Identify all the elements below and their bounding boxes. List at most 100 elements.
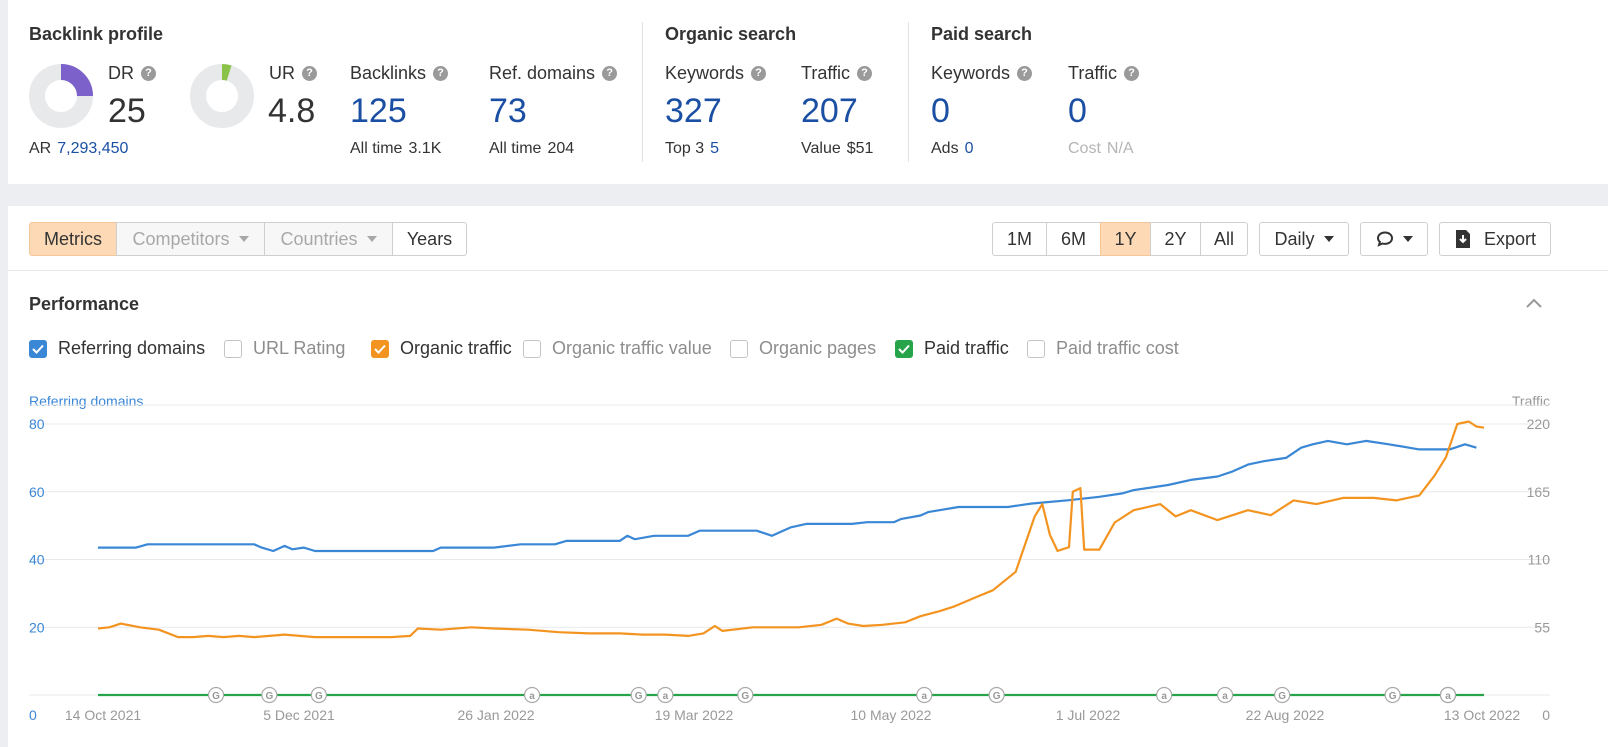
backlinks-value-link[interactable]: 125 [350,92,407,130]
checkbox-empty-icon[interactable] [1027,339,1045,358]
svg-text:a: a [1161,691,1167,702]
checkbox-empty-icon[interactable] [730,339,748,358]
google-update-marker[interactable]: G [261,686,278,704]
x-tick-label: 1 Jul 2022 [1056,707,1121,723]
right-tick-label: 165 [1527,484,1551,500]
ur-label: UR? [269,63,317,84]
performance-chart: Referring domains Traffic 0 20 40 60 80 0 55 11… [29,393,1551,723]
caret-down-icon [1402,236,1413,242]
download-icon [1455,230,1470,248]
ref-domains-label: Ref. domains? [489,63,618,84]
checkbox-checked-icon[interactable] [371,339,389,358]
organic-traffic-label: Traffic? [801,63,873,84]
range-6m-button[interactable]: 6M [1046,222,1101,256]
ur-donut-arc [221,64,232,81]
x-tick-label: 22 Aug 2022 [1246,707,1325,723]
google-update-marker[interactable]: G [1384,686,1401,704]
left-tick-label: 40 [29,552,45,568]
ahrefs-update-marker[interactable]: a [1216,686,1234,704]
checkbox-label: Organic pages [759,338,877,358]
tab-countries[interactable]: Countries [264,222,393,256]
ur-value: 4.8 [268,92,316,130]
export-button[interactable]: Export [1439,222,1551,256]
organic-traffic-value-line: Value $51 [801,140,874,157]
chevron-up-icon[interactable] [1526,298,1542,308]
right-tick-label: 0 [1542,707,1550,723]
tab-competitors[interactable]: Competitors [116,222,265,256]
x-tick-label: 5 Dec 2021 [263,707,335,723]
google-update-marker[interactable]: G [1274,686,1291,704]
checkbox-url-rating[interactable]: URL Rating [224,338,345,359]
google-update-marker[interactable]: G [630,686,647,704]
left-axis-title: Referring domains [29,393,143,409]
paid-keywords-value-link[interactable]: 0 [931,92,950,130]
ur-donut-chart [190,64,254,128]
tab-years[interactable]: Years [392,222,467,256]
ref-domains-value-link[interactable]: 73 [489,92,527,130]
svg-text:G: G [212,691,220,702]
help-icon[interactable]: ? [302,66,317,81]
checkbox-referring-domains[interactable]: Referring domains [29,338,205,359]
help-icon[interactable]: ? [141,66,156,81]
checkbox-paid-traffic-cost[interactable]: Paid traffic cost [1027,338,1179,359]
help-icon[interactable]: ? [857,66,873,81]
organic-keywords-label: Keywords? [665,63,767,84]
paid-ads-line: Ads 0 [931,140,974,157]
organic-traffic-value-link[interactable]: 207 [801,92,858,130]
ahrefs-update-marker[interactable]: a [523,686,541,704]
caret-down-icon [366,236,377,242]
right-axis-title: Traffic [1512,393,1550,409]
google-update-marker[interactable]: G [310,686,327,704]
tab-metrics[interactable]: Metrics [29,222,117,256]
paid-search-title: Paid search [931,24,1033,44]
ahrefs-update-marker[interactable]: a [657,686,674,704]
ahrefs-update-marker[interactable]: a [1439,686,1457,704]
divider [908,22,909,162]
range-2y-button[interactable]: 2Y [1150,222,1201,256]
google-update-marker[interactable]: G [988,686,1005,704]
help-icon[interactable]: ? [602,66,618,81]
checkbox-empty-icon[interactable] [523,339,541,358]
ahrefs-update-marker[interactable]: a [1156,686,1173,704]
interval-dropdown[interactable]: Daily [1259,222,1349,256]
organic-keywords-value-link[interactable]: 327 [665,92,722,130]
ar-line: AR 7,293,450 [29,140,129,157]
range-1y-button[interactable]: 1Y [1100,222,1151,256]
annotations-dropdown[interactable] [1360,222,1428,256]
right-tick-label: 55 [1534,619,1550,635]
range-1m-button[interactable]: 1M [992,222,1047,256]
divider [8,270,1608,271]
help-icon[interactable]: ? [1124,66,1140,81]
svg-text:a: a [529,691,535,702]
checkbox-checked-icon[interactable] [29,339,47,358]
checkbox-organic-traffic[interactable]: Organic traffic [371,338,512,359]
checkbox-checked-icon[interactable] [895,339,913,358]
dr-label: DR? [108,63,156,84]
range-all-button[interactable]: All [1200,222,1248,256]
ref-domains-all-time: All time 204 [489,140,575,157]
checkbox-organic-traffic-value[interactable]: Organic traffic value [523,338,712,359]
checkbox-label: Organic traffic value [552,338,712,358]
backlinks-label: Backlinks? [350,63,449,84]
checkbox-empty-icon[interactable] [224,339,242,358]
paid-traffic-label: Traffic? [1068,63,1140,84]
ar-value-link[interactable]: 7,293,450 [57,140,129,157]
google-update-marker[interactable]: G [737,686,754,704]
ahrefs-update-marker[interactable]: a [916,686,933,704]
checkbox-organic-pages[interactable]: Organic pages [730,338,876,359]
help-icon[interactable]: ? [1017,66,1033,81]
left-tick-label: 80 [29,416,45,432]
checkbox-label: URL Rating [253,338,346,358]
stats-panel: Backlink profile DR? 25 UR? 4.8 AR 7,293,… [8,0,1608,184]
paid-traffic-value-link[interactable]: 0 [1068,92,1087,130]
left-tick-label: 0 [29,707,37,723]
performance-title: Performance [29,294,140,314]
help-icon[interactable]: ? [751,66,767,81]
google-update-marker[interactable]: G [207,686,225,704]
x-tick-label: 14 Oct 2021 [65,707,141,723]
checkbox-paid-traffic[interactable]: Paid traffic [895,338,1009,359]
help-icon[interactable]: ? [433,66,449,81]
backlink-profile-title: Backlink profile [29,24,164,44]
dr-value: 25 [108,92,146,130]
